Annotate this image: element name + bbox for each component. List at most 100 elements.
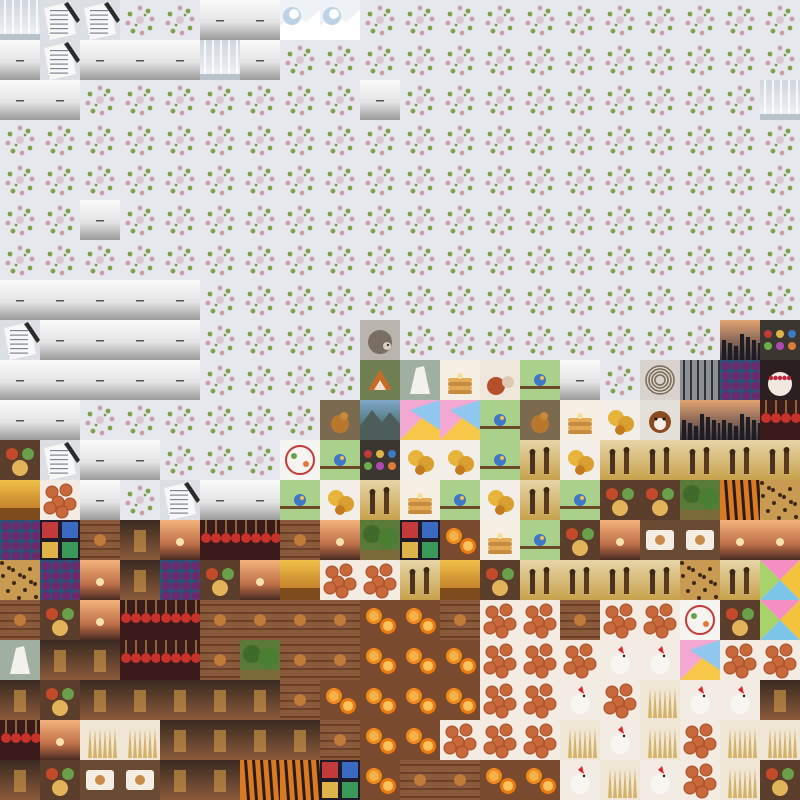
mosaic-tile-floral-wreath-icon bbox=[640, 320, 680, 360]
mosaic-tile-warm-sunset bbox=[40, 720, 80, 760]
nuts-pile-image bbox=[480, 720, 520, 760]
floral-wreath-icon-image bbox=[640, 0, 680, 40]
white-haze-image bbox=[160, 40, 200, 80]
floral-wreath-icon-image bbox=[280, 360, 320, 400]
floral-wreath-icon-image bbox=[760, 160, 800, 200]
orange-slices-image bbox=[400, 600, 440, 640]
mosaic-tile-floral-wreath-icon bbox=[520, 40, 560, 80]
mosaic-tile-white-haze bbox=[200, 0, 240, 40]
bird-branch-image bbox=[480, 440, 520, 480]
mosaic-tile-floral-wreath-icon bbox=[240, 440, 280, 480]
nuts-pile-image bbox=[360, 560, 400, 600]
white-haze-image bbox=[560, 360, 600, 400]
mosaic-tile-warm-sunset bbox=[160, 520, 200, 560]
mosaic-tile-orange-slices bbox=[400, 720, 440, 760]
mosaic-tile-kitchen-table bbox=[80, 760, 120, 800]
white-haze-image bbox=[0, 400, 40, 440]
mosaic-tile-pancake-stack bbox=[400, 480, 440, 520]
mosaic-tile-floral-wreath-icon bbox=[600, 320, 640, 360]
mosaic-tile-mixed-food bbox=[760, 760, 800, 800]
mosaic-tile-chicken bbox=[640, 760, 680, 800]
mosaic-tile-floral-wreath-icon bbox=[520, 0, 560, 40]
dark-interior-image bbox=[200, 680, 240, 720]
mosaic-tile-desert-people bbox=[600, 440, 640, 480]
nuts-pile-image bbox=[520, 640, 560, 680]
mosaic-tile-leopard bbox=[0, 560, 40, 600]
mosaic-tile-floral-wreath-icon bbox=[680, 0, 720, 40]
floral-wreath-icon-image bbox=[200, 280, 240, 320]
mosaic-tile-sky-pastel bbox=[440, 400, 480, 440]
onion-image bbox=[480, 360, 520, 400]
mosaic-tile-floral-wreath-icon bbox=[760, 0, 800, 40]
floral-wreath-icon-image bbox=[160, 0, 200, 40]
jewel-box-image bbox=[760, 320, 800, 360]
mosaic-tile-floral-wreath-icon bbox=[80, 80, 120, 120]
mosaic-tile-floral-wreath-icon bbox=[640, 160, 680, 200]
mosaic-tile-dark-interior bbox=[120, 680, 160, 720]
mosaic-tile-chicken bbox=[600, 640, 640, 680]
floral-wreath-icon-image bbox=[120, 160, 160, 200]
mosaic-tile-floral-wreath-icon bbox=[640, 0, 680, 40]
mosaic-tile-orange-slices bbox=[440, 680, 480, 720]
mosaic-tile-floral-wreath-icon bbox=[440, 40, 480, 80]
mosaic-tile-floral-wreath-icon bbox=[320, 200, 360, 240]
brown-wood-image bbox=[440, 600, 480, 640]
mosaic-tile-floral-wreath-icon bbox=[400, 280, 440, 320]
mosaic-tile-white-haze bbox=[240, 0, 280, 40]
floral-wreath-icon-image bbox=[200, 360, 240, 400]
warm-sunset-image bbox=[760, 520, 800, 560]
floral-wreath-icon-image bbox=[120, 240, 160, 280]
mosaic-tile-white-haze bbox=[0, 40, 40, 80]
mosaic-tile-floral-wreath-icon bbox=[320, 280, 360, 320]
floral-wreath-icon-image bbox=[680, 160, 720, 200]
white-haze-image bbox=[120, 320, 160, 360]
brown-wood-image bbox=[240, 600, 280, 640]
mosaic-tile-document-pen bbox=[40, 0, 80, 40]
wheat-bundle-image bbox=[720, 720, 760, 760]
chicken-image bbox=[720, 680, 760, 720]
mosaic-tile-floral-wreath-icon bbox=[160, 80, 200, 120]
mosaic-tile-white-haze bbox=[120, 360, 160, 400]
mosaic-tile-floral-wreath-icon bbox=[0, 160, 40, 200]
mosaic-tile-warm-sunset bbox=[760, 520, 800, 560]
snow-scene-image bbox=[320, 0, 360, 40]
mosaic-tile-desert-people bbox=[520, 560, 560, 600]
mosaic-tile-floral-wreath-icon bbox=[480, 200, 520, 240]
white-haze-image bbox=[40, 400, 80, 440]
mosaic-tile-floral-wreath-icon bbox=[40, 200, 80, 240]
mosaic-tile-floral-wreath-icon bbox=[120, 480, 160, 520]
mosaic-tile-nuts-pile bbox=[480, 720, 520, 760]
mosaic-tile-document-pen bbox=[80, 0, 120, 40]
mosaic-tile-floral-wreath-icon bbox=[720, 120, 760, 160]
mosaic-tile-jewel-box bbox=[360, 440, 400, 480]
mosaic-tile-white-haze bbox=[80, 440, 120, 480]
jewel-box-image bbox=[360, 440, 400, 480]
mosaic-tile-white-haze bbox=[80, 40, 120, 80]
floral-wreath-icon-image bbox=[40, 240, 80, 280]
mosaic-tile-tropical-colors bbox=[760, 560, 800, 600]
mosaic-tile-orange-slices bbox=[360, 720, 400, 760]
desert-people-image bbox=[680, 440, 720, 480]
floral-wreath-icon-image bbox=[0, 160, 40, 200]
mosaic-tile-wheat-bundle bbox=[560, 720, 600, 760]
document-pen-image bbox=[40, 40, 80, 80]
mosaic-tile-white-haze bbox=[0, 400, 40, 440]
mosaic-tile-kitchen-table bbox=[680, 520, 720, 560]
mosaic-tile-desert-people bbox=[520, 480, 560, 520]
floral-wreath-icon-image bbox=[400, 160, 440, 200]
kitchen-table-image bbox=[680, 520, 720, 560]
mosaic-tile-red-lanterns bbox=[160, 600, 200, 640]
mixed-food-image bbox=[480, 560, 520, 600]
warm-sunset-image bbox=[600, 520, 640, 560]
mosaic-tile-stained-glass bbox=[40, 520, 80, 560]
floral-wreath-icon-image bbox=[680, 80, 720, 120]
mosaic-tile-dark-interior bbox=[160, 760, 200, 800]
mosaic-tile-tiger-orange bbox=[280, 760, 320, 800]
mosaic-tile-nuts-pile bbox=[480, 600, 520, 640]
mosaic-tile-floral-wreath-icon bbox=[560, 240, 600, 280]
mosaic-tile-floral-wreath-icon bbox=[400, 40, 440, 80]
mosaic-tile-dark-interior bbox=[80, 680, 120, 720]
mosaic-tile-brown-wood bbox=[280, 680, 320, 720]
tiger-orange-image bbox=[280, 760, 320, 800]
mosaic-tile-tiger-orange bbox=[240, 760, 280, 800]
